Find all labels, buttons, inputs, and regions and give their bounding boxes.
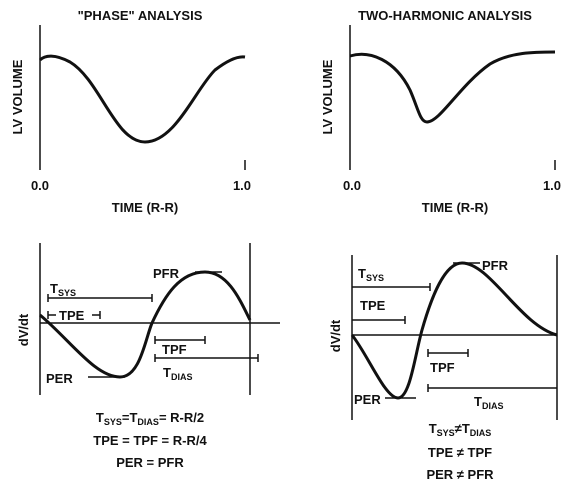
panel-title: "PHASE" ANALYSIS [78, 8, 203, 23]
x-label: TIME (R-R) [112, 200, 178, 215]
equation: PER ≠ PFR [426, 467, 494, 482]
y-label: LV VOLUME [10, 59, 25, 134]
y-label: LV VOLUME [320, 59, 335, 134]
per-label: PER [354, 392, 381, 407]
bracket [427, 349, 469, 357]
bracket [47, 311, 101, 319]
bracket [427, 384, 557, 392]
equation: TSYS=TDIAS= R-R/2 [96, 410, 204, 427]
bracket [154, 354, 259, 362]
tdias-label: TDIAS [163, 365, 192, 382]
x-end: 1.0 [233, 178, 251, 193]
tpe-label: TPE [59, 308, 85, 323]
tsys-label: TSYS [50, 281, 76, 298]
equation: TPE ≠ TPF [428, 445, 492, 460]
tpf-label: TPF [162, 342, 187, 357]
x-start: 0.0 [343, 178, 361, 193]
bracket [352, 283, 431, 291]
tsys-label: TSYS [358, 266, 384, 283]
x-label: TIME (R-R) [422, 200, 488, 215]
equation: TSYS≠TDIAS [429, 421, 492, 438]
tpe-label: TPE [360, 298, 386, 313]
x-start: 0.0 [31, 178, 49, 193]
pfr-label: PFR [482, 258, 509, 273]
y-label: dV/dt [328, 319, 343, 352]
bracket [352, 316, 406, 324]
curve [39, 270, 252, 379]
equation: TPE = TPF = R-R/4 [93, 433, 207, 448]
equation: PER = PFR [116, 455, 184, 470]
tdias-label: TDIAS [474, 394, 503, 411]
curve [350, 261, 558, 400]
pfr-label: PFR [153, 266, 180, 281]
x-end: 1.0 [543, 178, 561, 193]
tpf-label: TPF [430, 360, 455, 375]
curve [349, 50, 556, 124]
bracket [47, 294, 153, 302]
bracket [154, 336, 206, 344]
y-label: dV/dt [16, 313, 31, 346]
panel-title: TWO-HARMONIC ANALYSIS [358, 8, 532, 23]
per-label: PER [46, 371, 73, 386]
curve [38, 54, 246, 144]
